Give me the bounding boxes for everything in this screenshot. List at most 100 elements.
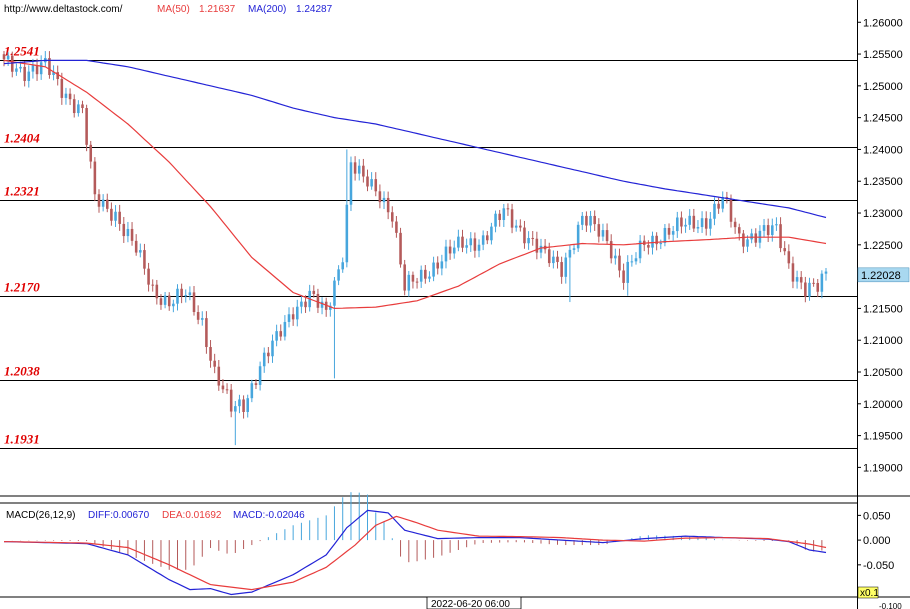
candle-down — [267, 352, 270, 357]
candle-down — [221, 385, 225, 390]
candle-up — [700, 218, 704, 228]
price-tick-label: 1.20000 — [863, 399, 903, 411]
candle-down — [147, 268, 150, 285]
candle-down — [523, 227, 526, 244]
candle-down — [118, 211, 121, 224]
candle-up — [31, 65, 35, 72]
candle-down — [72, 99, 76, 114]
candle-up — [572, 248, 576, 250]
candle-down — [816, 282, 820, 292]
candle-up — [419, 269, 423, 282]
candle-up — [428, 276, 431, 279]
macd-cutoff-tick: -0.100 — [879, 602, 902, 609]
price-tick-label: 1.23000 — [863, 208, 903, 220]
candle-up — [750, 233, 753, 240]
price-tick-label: 1.20500 — [863, 367, 903, 379]
macd-dea-value: DEA:0.01692 — [162, 510, 222, 521]
candle-down — [436, 262, 439, 269]
candle-down — [366, 176, 369, 187]
candle-up — [630, 261, 634, 263]
source-url[interactable]: http://www.deltastock.com/ — [4, 4, 123, 15]
candle-down — [754, 233, 758, 243]
candle-down — [531, 237, 535, 239]
candle-down — [519, 225, 522, 228]
candle-up — [576, 224, 580, 249]
candle-down — [93, 161, 97, 195]
macd-tick-label: -0.050 — [863, 560, 894, 572]
candle-up — [824, 271, 828, 274]
candle-down — [48, 58, 51, 76]
candle-up — [589, 215, 592, 226]
candle-up — [258, 366, 262, 385]
price-tick-label: 1.21000 — [863, 335, 903, 347]
candle-down — [737, 227, 741, 234]
candle-up — [188, 292, 192, 296]
candle-up — [659, 242, 663, 245]
candle-up — [676, 217, 679, 232]
candle-down — [205, 318, 208, 348]
candle-up — [101, 199, 105, 207]
price-tick-label: 1.25000 — [863, 81, 903, 93]
candle-up — [27, 71, 31, 81]
candle-up — [77, 104, 80, 114]
level-label: 1.1931 — [4, 432, 40, 447]
macd-panel: 2022-06-20 06:00 — [0, 492, 910, 609]
candle-up — [64, 93, 68, 98]
candle-up — [440, 261, 444, 269]
candle-up — [481, 235, 485, 245]
candle-up — [246, 398, 249, 412]
level-label: 1.2170 — [4, 280, 40, 295]
candle-down — [729, 199, 733, 222]
candle-up — [345, 204, 349, 263]
candle-up — [295, 306, 299, 320]
candle-up — [795, 277, 799, 282]
candle-down — [403, 264, 406, 291]
candle-up — [614, 255, 617, 259]
candle-up — [234, 406, 237, 412]
candle-up — [709, 218, 712, 229]
candle-down — [618, 255, 621, 271]
candle-down — [448, 246, 452, 254]
candle-down — [498, 213, 501, 220]
ma200-label: MA(200) — [248, 4, 287, 15]
candle-down — [81, 104, 84, 109]
price-tick-label: 1.19000 — [863, 462, 903, 474]
candle-up — [337, 269, 340, 281]
candle-up — [271, 340, 274, 357]
level-label: 1.2541 — [4, 44, 40, 59]
candle-down — [213, 360, 216, 367]
candle-down — [85, 108, 88, 145]
candle-down — [134, 240, 138, 253]
macd-dea-line — [3, 515, 827, 591]
candle-up — [349, 162, 353, 205]
candle-down — [97, 194, 101, 207]
candle-up — [176, 288, 179, 304]
candle-down — [386, 197, 390, 213]
candle-up — [341, 262, 344, 270]
candle-down — [304, 301, 307, 308]
ma200-value: 1.24287 — [296, 4, 333, 15]
candle-up — [490, 226, 493, 241]
candle-down — [391, 212, 394, 222]
candle-up — [746, 239, 749, 247]
candle-down — [717, 203, 720, 209]
candle-down — [155, 284, 159, 299]
candle-down — [609, 241, 613, 259]
candle-down — [225, 389, 229, 391]
candle-up — [172, 303, 175, 307]
candle-down — [486, 235, 489, 241]
time-cursor-label: 2022-06-20 06:00 — [431, 599, 510, 609]
macd-scale-label: x0.1 — [860, 588, 879, 599]
candle-down — [56, 72, 59, 80]
candle-up — [250, 383, 254, 399]
candle-up — [684, 224, 687, 227]
candle-down — [196, 312, 200, 320]
ma50-line — [3, 59, 827, 310]
macd-diff-value: DIFF:0.00670 — [88, 510, 150, 521]
price-tick-label: 1.24500 — [863, 113, 903, 125]
time-cursor-box — [426, 596, 522, 609]
candle-up — [581, 215, 584, 225]
candle-down — [122, 223, 126, 237]
candle-down — [130, 228, 134, 241]
